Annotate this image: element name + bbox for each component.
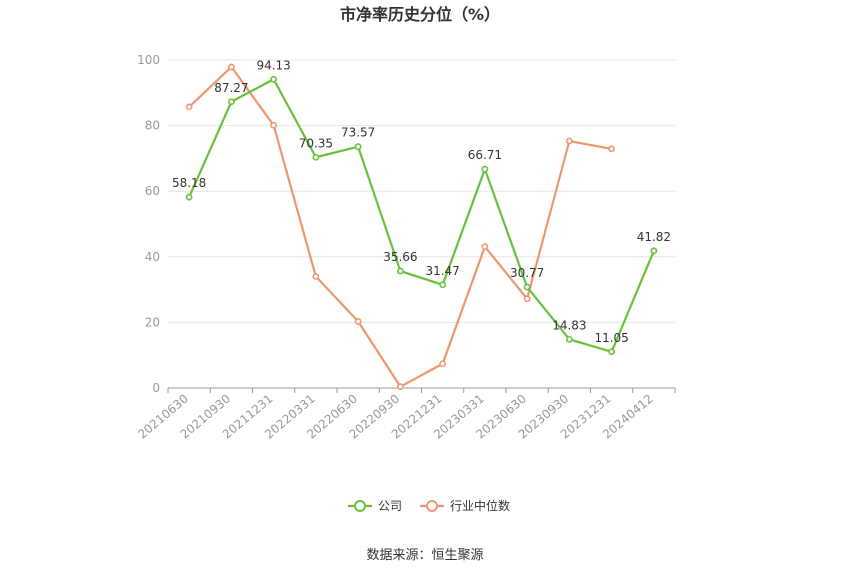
data-point — [439, 281, 447, 289]
data-label: 41.82 — [637, 230, 671, 244]
y-tick-label: 0 — [152, 381, 160, 395]
data-point — [481, 243, 489, 251]
data-point — [270, 121, 278, 129]
data-point — [608, 348, 616, 356]
data-point — [481, 165, 489, 173]
data-point — [312, 153, 320, 161]
data-point — [354, 143, 362, 151]
y-tick-label: 20 — [145, 315, 160, 329]
x-axis: 2021063020210930202112312022033120220630… — [135, 387, 676, 442]
data-label: 94.13 — [256, 58, 290, 72]
y-tick-label: 100 — [137, 53, 160, 67]
source-note: 数据来源：恒生聚源 — [366, 548, 483, 563]
data-label: 58.18 — [172, 176, 206, 190]
data-label: 73.57 — [341, 126, 375, 140]
data-point — [650, 247, 658, 255]
data-point — [354, 318, 362, 325]
data-label: 35.66 — [383, 250, 417, 264]
data-point — [312, 273, 320, 280]
data-point — [396, 267, 404, 275]
data-point — [523, 283, 531, 291]
legend-label: 公司 — [378, 499, 402, 513]
data-point — [565, 335, 573, 343]
y-axis: 0 20 40 60 80 100 — [137, 53, 160, 395]
y-tick-label: 40 — [145, 250, 160, 264]
data-point — [439, 360, 447, 368]
data-label: 14.83 — [552, 318, 586, 332]
series-line — [188, 78, 655, 353]
grid-lines — [168, 59, 675, 323]
data-label: 31.47 — [425, 264, 459, 278]
legend: 公司 行业中位数 — [348, 498, 510, 513]
data-label: 70.35 — [299, 136, 333, 150]
data-point — [227, 63, 235, 71]
legend-swatch-marker — [426, 500, 438, 512]
chart-title: 市净率历史分位（%） — [340, 5, 500, 24]
data-point — [185, 193, 193, 201]
data-point — [185, 103, 193, 111]
data-label: 66.71 — [468, 148, 502, 162]
data-label: 87.27 — [214, 81, 248, 95]
series-group: 58.18 87.27 94.13 70.35 73.57 35.66 31.47 66.71… — [172, 58, 671, 391]
y-tick-label: 80 — [145, 119, 160, 133]
data-point — [523, 295, 531, 303]
data-label: 11.05 — [594, 331, 628, 345]
data-point — [270, 75, 278, 83]
data-label: 30.77 — [510, 266, 544, 280]
series-line — [188, 65, 612, 388]
legend-swatch-marker — [354, 500, 366, 512]
data-point — [227, 98, 235, 106]
legend-label: 行业中位数 — [450, 498, 510, 513]
data-point — [396, 383, 404, 391]
y-tick-label: 60 — [145, 184, 160, 198]
data-point — [608, 145, 616, 153]
data-point — [565, 137, 573, 145]
